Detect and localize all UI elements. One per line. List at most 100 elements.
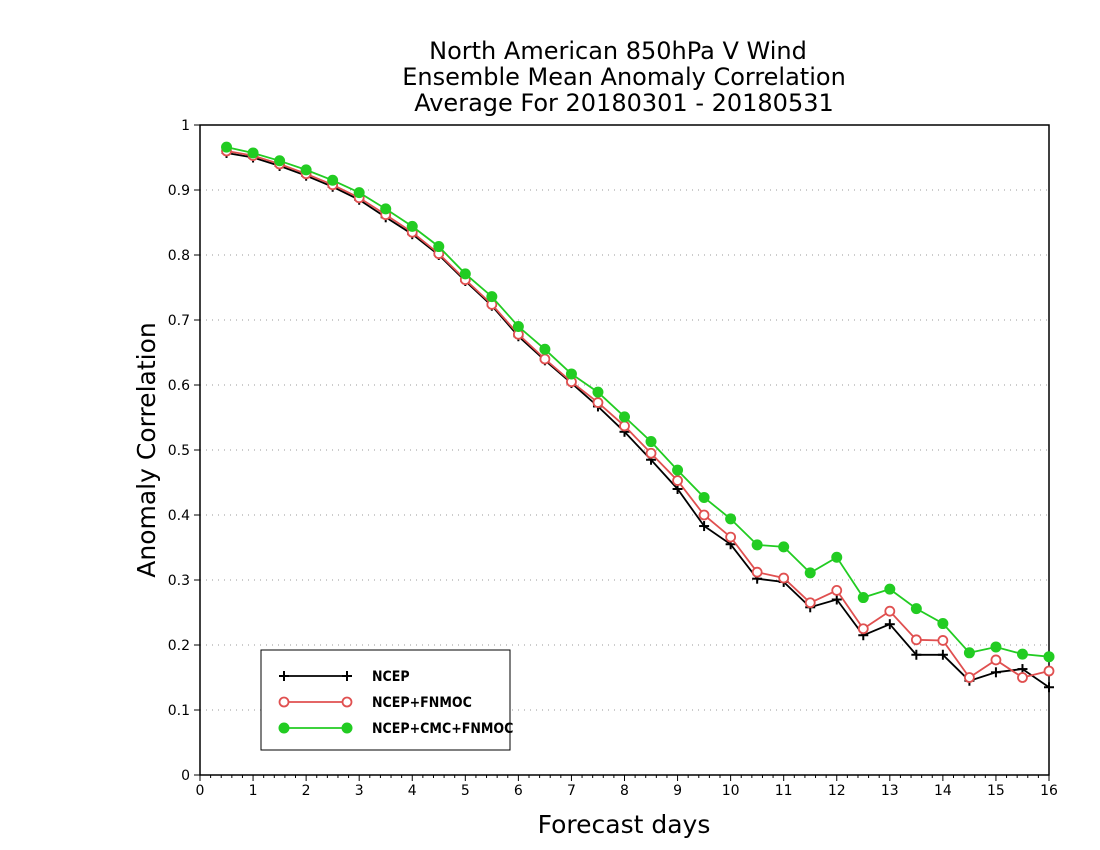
data-point	[857, 623, 869, 635]
legend-marker	[341, 722, 353, 734]
x-tick-label: 9	[673, 783, 682, 799]
data-point	[884, 583, 896, 595]
data-point	[937, 635, 949, 646]
legend-label: NCEP+FNMOC	[372, 695, 472, 711]
data-point	[698, 509, 710, 521]
data-point	[857, 592, 869, 604]
data-point	[831, 551, 843, 563]
legend-box	[260, 649, 511, 751]
data-point	[778, 541, 790, 553]
data-point	[619, 411, 630, 423]
legend-entry: NCEP+CMC+FNMOC	[278, 721, 513, 737]
title-line-3: Average For 20180301 - 20180531	[414, 89, 834, 117]
data-point	[804, 597, 816, 609]
data-point	[1043, 651, 1055, 663]
data-point	[778, 572, 790, 584]
y-tick-label: 0.8	[168, 248, 190, 264]
y-tick-label: 0.4	[168, 508, 190, 524]
data-point	[672, 464, 684, 476]
data-point	[221, 141, 233, 153]
data-point	[698, 491, 710, 503]
x-axis-title: Forecast days	[538, 810, 711, 839]
y-tick-label: 0.7	[168, 313, 190, 329]
legend-entry: NCEP+FNMOC	[278, 695, 472, 711]
x-tick-label: 14	[934, 783, 952, 799]
data-point	[486, 291, 498, 303]
data-point	[1043, 665, 1055, 677]
series-ncep-cmc-fnmoc	[221, 141, 1055, 663]
y-axis-title: Anomaly Correlation	[132, 322, 161, 577]
y-tick-label: 1	[181, 118, 190, 134]
legend-marker	[278, 722, 290, 734]
y-tick-label: 0.1	[168, 703, 190, 719]
x-tick-label: 4	[408, 783, 417, 799]
legend-marker	[278, 696, 290, 708]
data-point	[937, 649, 948, 660]
data-point	[910, 603, 922, 615]
data-point	[645, 447, 657, 459]
x-tick-label: 13	[881, 783, 899, 799]
data-point	[672, 475, 683, 486]
data-point	[300, 164, 312, 176]
title-line-2: Ensemble Mean Anomaly Correlation	[402, 63, 846, 91]
data-point	[751, 539, 763, 551]
x-tick-label: 0	[196, 783, 205, 799]
series-line	[226, 146, 1050, 658]
data-point	[964, 672, 975, 683]
data-point	[433, 241, 445, 253]
x-tick-label: 3	[355, 783, 364, 799]
title-line-1: North American 850hPa V Wind	[429, 37, 807, 65]
x-tick-label: 10	[722, 783, 740, 799]
x-tick-label: 15	[987, 783, 1005, 799]
data-point	[831, 585, 843, 596]
data-point	[539, 343, 551, 355]
chart-title: North American 850hPa V Wind Ensemble Me…	[402, 37, 846, 117]
data-point	[380, 203, 392, 215]
y-tick-label: 0.3	[168, 573, 190, 589]
x-tick-label: 6	[514, 783, 523, 799]
data-point	[990, 667, 1001, 678]
data-point	[353, 187, 365, 199]
data-point	[910, 634, 922, 646]
data-point	[459, 268, 471, 280]
data-point	[911, 649, 922, 660]
legend-label: NCEP	[372, 669, 410, 685]
y-tick-label: 0.5	[168, 443, 190, 459]
data-point	[884, 605, 896, 617]
legend-marker	[341, 696, 353, 708]
x-tick-label: 8	[620, 783, 629, 799]
data-point	[1016, 648, 1028, 660]
data-point	[725, 513, 737, 525]
data-point	[1017, 672, 1028, 683]
data-point	[884, 619, 895, 630]
x-tick-label: 16	[1040, 783, 1058, 799]
legend-entries: NCEP NCEP+FNMOC NCEP+CMC+FNMOC	[278, 669, 513, 737]
x-tick-label: 12	[828, 783, 846, 799]
series-layer	[221, 141, 1055, 693]
y-tick-label: 0	[181, 768, 190, 784]
series-ncep	[221, 147, 1054, 693]
x-tick-label: 1	[249, 783, 258, 799]
data-point	[592, 397, 604, 408]
data-point	[725, 531, 737, 543]
data-point	[831, 594, 842, 605]
data-point	[990, 641, 1002, 653]
legend: NCEP NCEP+FNMOC NCEP+CMC+FNMOC	[260, 649, 513, 751]
data-point	[539, 353, 551, 365]
x-tick-label: 5	[461, 783, 470, 799]
x-tick-label: 11	[775, 783, 793, 799]
data-point	[247, 147, 259, 159]
x-tick-label: 2	[302, 783, 311, 799]
data-point	[619, 420, 630, 432]
legend-entry: NCEP	[279, 669, 410, 685]
data-point	[937, 618, 949, 630]
data-point	[512, 321, 524, 332]
data-point	[406, 220, 418, 232]
data-point	[804, 567, 816, 579]
data-point	[751, 566, 763, 578]
data-point	[645, 436, 657, 448]
legend-label: NCEP+CMC+FNMOC	[372, 721, 513, 737]
data-point	[592, 386, 604, 398]
data-point	[1044, 682, 1054, 693]
